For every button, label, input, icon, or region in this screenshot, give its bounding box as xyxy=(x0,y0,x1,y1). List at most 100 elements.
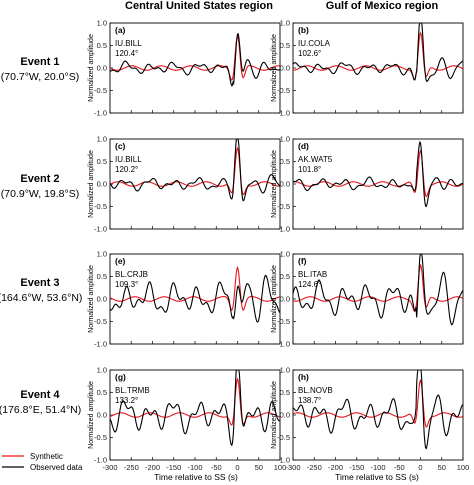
y-tick-label: 1.0 xyxy=(280,135,290,144)
epicentral-distance: 109.3° xyxy=(115,280,138,289)
y-tick-label: -0.5 xyxy=(277,202,290,211)
y-tick-label: -1.0 xyxy=(94,340,107,349)
column-title-central-us: Central United States region xyxy=(125,0,273,12)
panel-label: (d) xyxy=(298,141,309,151)
y-axis-label: Normalized amplitude xyxy=(271,265,278,333)
event-location: (70.9°W, 19.8°S) xyxy=(1,188,79,200)
y-tick-label: -0.5 xyxy=(94,433,107,442)
station-name: BL.NOVB xyxy=(298,386,333,395)
panel-c: 1.0 0.5 0.0 -0.5 -1.0 Normalized amplitude (c)… xyxy=(88,135,281,234)
y-tick-label: 0.0 xyxy=(97,295,107,304)
y-tick-label: 0.5 xyxy=(280,272,290,281)
synthetic-waveform xyxy=(292,378,463,428)
station-name: IU.BILL xyxy=(115,155,142,164)
y-tick-label: 0.0 xyxy=(97,180,107,189)
y-axis-label: Normalized amplitude xyxy=(88,150,95,218)
x-tick-label: -100 xyxy=(187,463,202,472)
panel-g: 1.0 0.5 0.0 -0.5 -1.0-300 -250 -200 -150 -100 -50… xyxy=(88,366,286,472)
epicentral-distance: 133.2° xyxy=(115,396,138,405)
y-tick-label: -1.0 xyxy=(277,456,290,465)
observed-waveform xyxy=(292,369,464,450)
synthetic-waveform xyxy=(109,265,280,311)
y-tick-label: 0.0 xyxy=(97,411,107,420)
x-tick-label: 100 xyxy=(457,463,470,472)
panel-d: 1.0 0.5 0.0 -0.5 -1.0 Normalized amplitude (d)… xyxy=(271,135,464,234)
y-axis-label: Normalized amplitude xyxy=(271,34,278,102)
y-tick-label: 1.0 xyxy=(97,135,107,144)
station-name: BL.CRJB xyxy=(115,270,148,279)
station-name: IU.BILL xyxy=(115,39,142,48)
y-tick-label: 1.0 xyxy=(280,19,290,28)
y-tick-label: -0.5 xyxy=(94,317,107,326)
station-name: IU.COLA xyxy=(298,39,331,48)
panel-label: (f) xyxy=(298,256,307,266)
y-tick-label: 1.0 xyxy=(97,250,107,259)
y-tick-label: -1.0 xyxy=(94,456,107,465)
epicentral-distance: 138.7° xyxy=(298,396,321,405)
observed-waveform xyxy=(292,22,463,83)
panel-label: (c) xyxy=(115,141,126,151)
observed-waveform xyxy=(109,138,281,202)
x-tick-label: 50 xyxy=(438,463,446,472)
x-axis-label: Time relative to SS (s) xyxy=(335,472,419,482)
y-tick-label: 0.5 xyxy=(97,388,107,397)
y-tick-label: -0.5 xyxy=(277,317,290,326)
observed-waveform xyxy=(109,274,281,323)
x-tick-label: -300 xyxy=(102,463,117,472)
event-name: Event 2 xyxy=(20,173,59,185)
observed-waveform xyxy=(109,369,280,447)
epicentral-distance: 120.2° xyxy=(115,165,138,174)
x-tick-label: 0 xyxy=(418,463,422,472)
x-tick-label: -50 xyxy=(211,463,222,472)
x-tick-label: -200 xyxy=(145,463,160,472)
y-tick-label: -1.0 xyxy=(277,340,290,349)
x-tick-label: -250 xyxy=(307,463,322,472)
y-tick-label: 1.0 xyxy=(97,19,107,28)
x-tick-label: -300 xyxy=(285,463,300,472)
panel-label: (h) xyxy=(298,372,309,382)
x-tick-label: 0 xyxy=(235,463,239,472)
synthetic-waveform xyxy=(292,149,463,198)
y-tick-label: 1.0 xyxy=(97,366,107,375)
x-tick-label: -150 xyxy=(349,463,364,472)
x-tick-label: -150 xyxy=(166,463,181,472)
y-tick-label: 1.0 xyxy=(280,250,290,259)
panel-label: (b) xyxy=(298,25,309,35)
y-tick-label: -1.0 xyxy=(277,109,290,118)
observed-waveform xyxy=(109,32,280,87)
y-tick-label: -0.5 xyxy=(94,202,107,211)
legend: Synthetic Observed data xyxy=(2,452,83,472)
station-name: BL.ITAB xyxy=(298,270,327,279)
panel-frame xyxy=(109,138,281,230)
x-axis-label: Time relative to SS (s) xyxy=(154,472,238,482)
epicentral-distance: 120.4° xyxy=(115,49,138,58)
y-tick-label: 0.5 xyxy=(280,41,290,50)
synthetic-waveform xyxy=(109,377,280,426)
x-tick-label: 50 xyxy=(255,463,263,472)
y-tick-label: 0.0 xyxy=(280,64,290,73)
y-tick-label: 0.5 xyxy=(280,388,290,397)
panel-label: (g) xyxy=(115,372,126,382)
synthetic-waveform xyxy=(109,146,280,196)
x-tick-label: -50 xyxy=(394,463,405,472)
panel-b: 1.0 0.5 0.0 -0.5 -1.0 Normalized amplitude (b)… xyxy=(271,19,464,118)
epicentral-distance: 102.6° xyxy=(298,49,321,58)
station-name: AK.WAT5 xyxy=(298,155,333,164)
y-tick-label: 1.0 xyxy=(280,366,290,375)
observed-waveform xyxy=(292,140,463,208)
y-tick-label: -0.5 xyxy=(94,86,107,95)
x-tick-label: -200 xyxy=(328,463,343,472)
y-axis-label: Normalized amplitude xyxy=(271,381,278,449)
x-tick-label: -100 xyxy=(370,463,385,472)
panel-f: 1.0 0.5 0.0 -0.5 -1.0 Normalized amplitude (f)… xyxy=(271,250,464,349)
panel-h: 1.0 0.5 0.0 -0.5 -1.0-300 -250 -200 -150 -100 -50… xyxy=(271,366,469,472)
y-tick-label: 0.0 xyxy=(280,295,290,304)
y-tick-label: -1.0 xyxy=(277,225,290,234)
y-tick-label: 0.5 xyxy=(280,157,290,166)
y-tick-label: 0.5 xyxy=(97,41,107,50)
x-tick-label: 100 xyxy=(274,463,287,472)
panel-label: (a) xyxy=(115,25,126,35)
event-name: Event 1 xyxy=(20,56,59,68)
y-tick-label: 0.0 xyxy=(280,180,290,189)
y-tick-label: 0.0 xyxy=(280,411,290,420)
